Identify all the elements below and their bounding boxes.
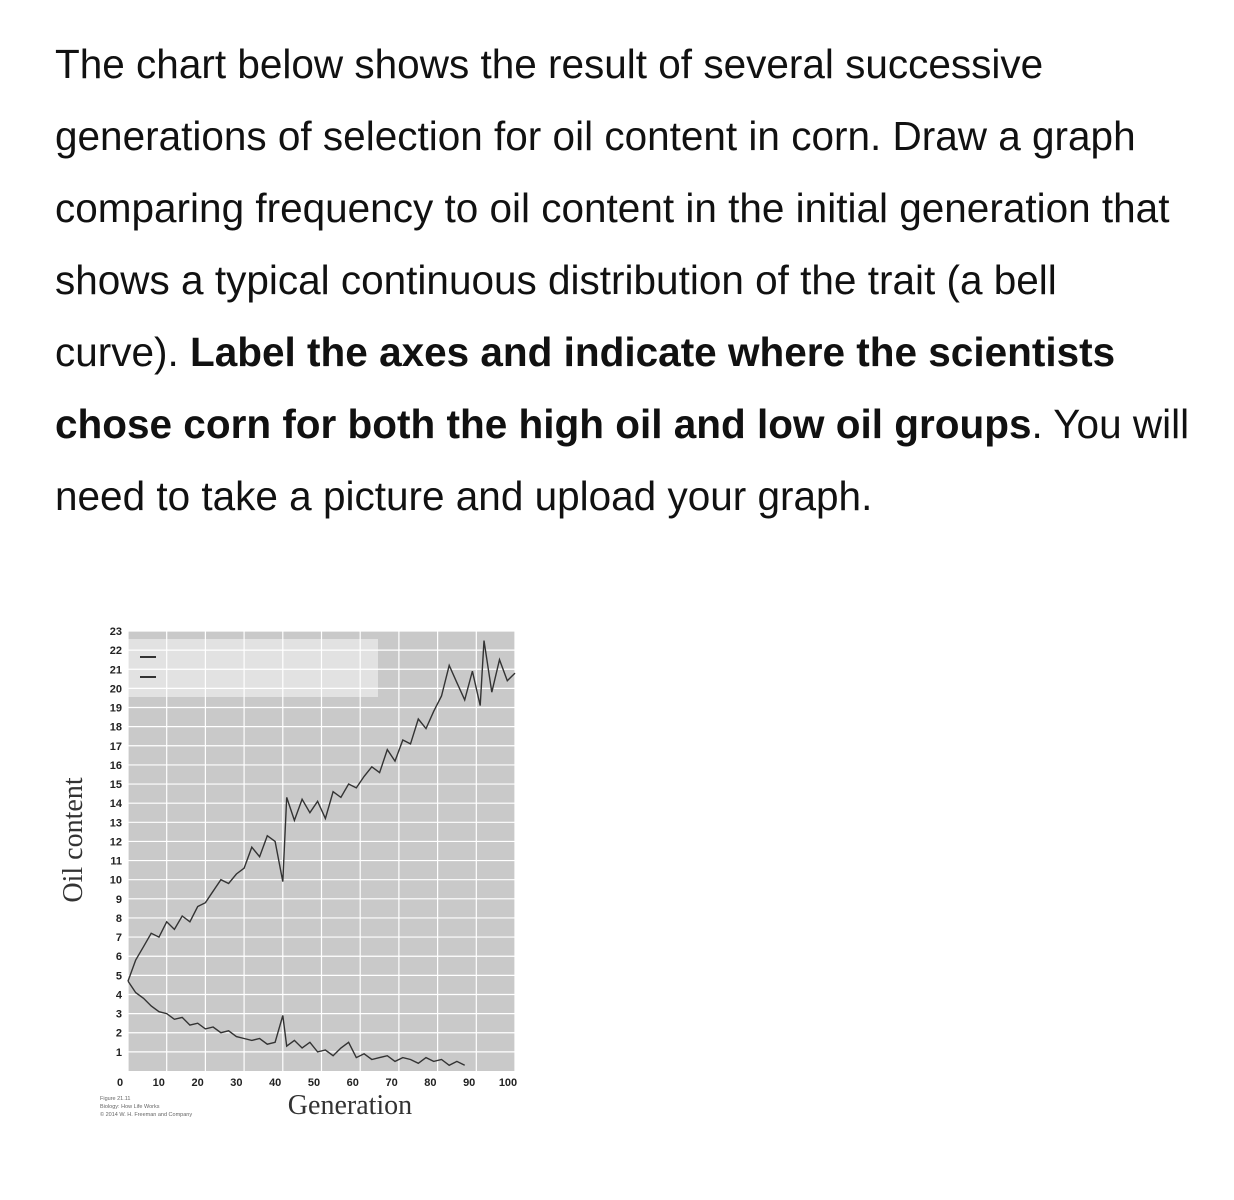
x-tick-label: 20 <box>191 1077 203 1089</box>
legend-box <box>128 639 378 697</box>
y-tick-label: 4 <box>116 989 123 1001</box>
y-tick-label: 2 <box>116 1028 122 1040</box>
y-tick-label: 10 <box>110 875 122 887</box>
y-tick-label: 14 <box>110 798 123 810</box>
y-tick-label: 11 <box>110 856 122 868</box>
y-tick-label: 7 <box>116 932 122 944</box>
credit: Biology: How Life Works <box>100 1104 160 1110</box>
y-tick-label: 17 <box>110 741 122 753</box>
bold-text: Label the axes and indicate where the sc… <box>55 329 1116 447</box>
x-tick-label: 10 <box>153 1077 165 1089</box>
y-tick-label: 9 <box>116 894 122 906</box>
series-line <box>127 980 466 1067</box>
x-tick-label: 60 <box>347 1077 359 1089</box>
y-tick-label: 22 <box>110 645 122 657</box>
y-tick-label: 13 <box>110 817 122 829</box>
x-tick-label: 50 <box>308 1077 320 1089</box>
y-tick-label: 6 <box>116 951 122 963</box>
y-tick-label: 12 <box>110 836 122 848</box>
credit: Figure 21.11 <box>100 1096 130 1102</box>
y-tick-label: 3 <box>116 1009 122 1021</box>
y-tick-label: 19 <box>110 703 122 715</box>
y-tick-label: 21 <box>110 664 122 676</box>
x-tick-label: 70 <box>385 1077 397 1089</box>
y-tick-label: 1 <box>116 1047 122 1059</box>
series-line <box>127 640 516 982</box>
question-text: The chart below shows the result of seve… <box>55 28 1190 532</box>
y-tick-label: 15 <box>110 779 122 791</box>
text: The chart below shows the result of seve… <box>55 41 1170 375</box>
x-tick-label: 80 <box>424 1077 436 1089</box>
x-tick-label: 100 <box>499 1077 517 1089</box>
x-tick-label: 90 <box>463 1077 475 1089</box>
x-tick-label: 0 <box>117 1077 123 1089</box>
y-tick-label: 20 <box>110 683 122 695</box>
y-tick-label: 8 <box>116 913 122 925</box>
x-tick-label: 40 <box>269 1077 281 1089</box>
text: . You will need to take a picture and up… <box>55 401 1190 519</box>
credit: © 2014 W. H. Freeman and Company <box>100 1111 192 1118</box>
y-tick-label: 23 <box>110 626 122 638</box>
y-tick-label: 16 <box>110 760 122 772</box>
x-axis-label: Generation <box>288 1090 412 1121</box>
y-tick-label: 18 <box>110 722 122 734</box>
x-tick-label: 30 <box>230 1077 242 1089</box>
y-tick-label: 5 <box>116 970 122 982</box>
y-axis-label: Oil content <box>58 777 89 902</box>
